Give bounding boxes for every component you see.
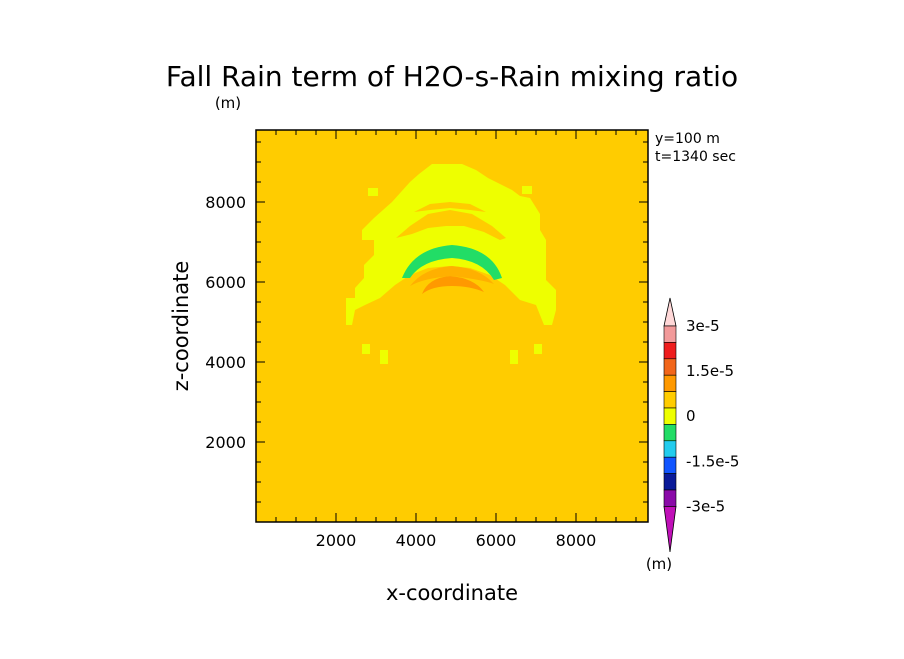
colorbar-tick-label: -1.5e-5 <box>686 452 739 470</box>
colorbar-segment <box>663 325 677 343</box>
annotation-t: t=1340 sec <box>655 149 736 165</box>
colorbar: 3e-5 1.5e-5 0 -1.5e-5 -3e-5 <box>663 297 739 553</box>
y-tick-label: 2000 <box>205 433 246 452</box>
colorbar-tick-label: 0 <box>686 407 696 425</box>
y-unit-label: (m) <box>215 94 241 112</box>
colorbar-segment <box>663 374 677 392</box>
field-speck-right-1 <box>522 186 532 194</box>
colorbar-segment <box>663 391 677 409</box>
field-speck-right-2 <box>510 350 518 364</box>
colorbar-segment <box>663 489 677 507</box>
colorbar-arrow-bottom <box>663 506 677 553</box>
x-tick-label: 6000 <box>476 531 517 550</box>
field-speck-left-1 <box>368 188 378 196</box>
field-speck-left-2 <box>362 344 370 354</box>
field-region-orange-light <box>410 266 494 286</box>
field-region-yellow-notch <box>414 202 486 212</box>
colorbar-tick-label: 3e-5 <box>686 317 720 335</box>
plot-area <box>255 129 649 523</box>
y-axis-label: z-coordinate <box>169 261 193 392</box>
colorbar-unit: (m) <box>646 555 672 573</box>
field-region-yellow <box>346 164 556 325</box>
x-tick-label: 2000 <box>316 531 357 550</box>
field-region-green <box>402 245 502 280</box>
y-tick-label: 8000 <box>205 193 246 212</box>
colorbar-segment <box>663 456 677 474</box>
field-speck-right-3 <box>534 344 542 354</box>
colorbar-arrow-top <box>663 297 677 327</box>
colorbar-tick-label: 1.5e-5 <box>686 362 734 380</box>
y-tick-label: 6000 <box>205 273 246 292</box>
field-speck-left-3 <box>380 350 388 364</box>
x-tick-label: 8000 <box>556 531 597 550</box>
colorbar-segment <box>663 473 677 491</box>
colorbar-tick-label: -3e-5 <box>686 497 725 515</box>
x-tick-labels: 2000 4000 6000 8000 <box>316 531 597 550</box>
x-axis-label: x-coordinate <box>386 581 518 605</box>
colorbar-segment <box>663 358 677 376</box>
chart-title: Fall Rain term of H2O-s-Rain mixing rati… <box>166 60 738 93</box>
axis-ticks <box>256 130 648 522</box>
colorbar-segment <box>663 342 677 360</box>
annotation-y: y=100 m <box>655 131 720 147</box>
x-tick-label: 4000 <box>396 531 437 550</box>
colorbar-segment <box>663 407 677 425</box>
colorbar-segment <box>663 440 677 458</box>
field-region-orange <box>422 276 484 294</box>
y-tick-label: 4000 <box>205 353 246 372</box>
field-region-yellow-cut <box>396 210 506 240</box>
colorbar-segment <box>663 424 677 442</box>
y-tick-labels: 2000 4000 6000 8000 <box>205 193 246 452</box>
plot-frame <box>255 129 649 523</box>
